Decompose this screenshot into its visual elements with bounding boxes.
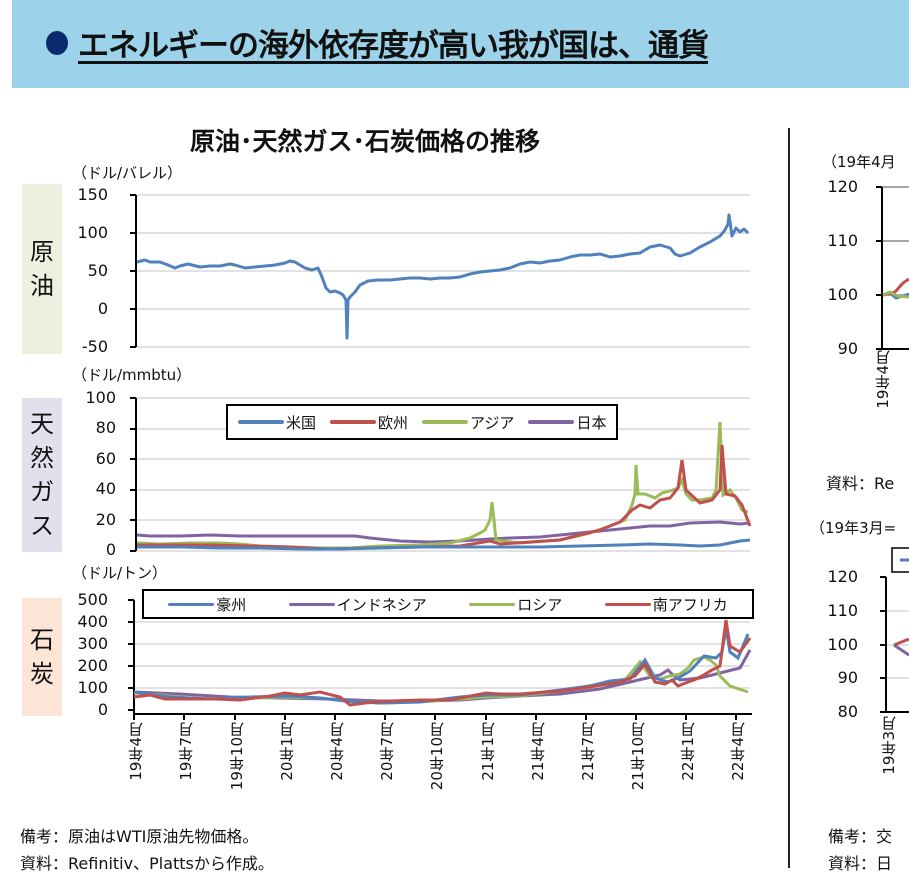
coal-line-south-africa	[133, 619, 752, 707]
legend-label: アジア	[470, 413, 515, 432]
y-tick: 120	[827, 567, 858, 586]
right-top-xlabel: 19年4月	[874, 350, 892, 409]
y-tick: 60	[95, 449, 116, 468]
legend-label: 日本	[576, 413, 607, 432]
bullet-icon	[46, 31, 68, 55]
panel-divider	[788, 128, 790, 868]
y-tick: 100	[77, 678, 108, 697]
legend-label: 米国	[286, 413, 317, 432]
legend-label: 豪州	[216, 595, 247, 614]
legend-swatch	[422, 420, 469, 424]
category-label-crude: 原油	[22, 184, 62, 354]
legend-swatch	[528, 420, 575, 424]
legend-swatch	[469, 602, 516, 606]
x-axis-ticks	[133, 714, 737, 720]
y-tick: 80	[837, 702, 858, 721]
legend-label: 欧州	[378, 413, 409, 432]
gas-axis	[130, 397, 137, 552]
header-banner: エネルギーの海外依存度が高い我が国は、通貨	[12, 0, 909, 88]
right-bottom-unit: （19年3月=	[810, 519, 897, 537]
right-bottom-source: 資料：日	[828, 854, 893, 873]
coal-legend: 豪州 インドネシア ロシア 南アフリカ	[142, 589, 754, 619]
y-tick: 80	[95, 418, 116, 437]
y-tick: 400	[77, 612, 108, 631]
legend-item-australia: 豪州	[168, 594, 246, 615]
y-tick: 300	[77, 634, 108, 653]
legend-swatch	[604, 602, 651, 606]
coal-axis	[128, 599, 752, 715]
right-bottom-remark: 備考：交	[828, 827, 893, 846]
y-tick: 100	[85, 388, 116, 407]
legend-swatch	[238, 420, 284, 424]
legend-label: 南アフリカ	[652, 595, 728, 614]
y-tick: 110	[827, 601, 858, 620]
y-tick: 150	[77, 185, 108, 204]
y-tick: 100	[827, 635, 858, 654]
y-tick: 20	[95, 510, 116, 529]
legend-item-us: 米国	[238, 412, 316, 433]
legend-item-japan: 日本	[528, 412, 606, 433]
y-tick: 0	[97, 700, 108, 719]
right-bottom-xlabel: 19年3月	[880, 716, 898, 775]
remark-note: 備考：原油はWTI原油先物価格。	[20, 827, 259, 846]
crude-axis	[130, 194, 137, 348]
category-label-coal: 石炭	[22, 598, 62, 716]
chart-title: 原油･天然ガス･石炭価格の推移	[190, 127, 541, 156]
legend-label: インドネシア	[336, 595, 427, 614]
legend-item-south-africa: 南アフリカ	[604, 594, 728, 615]
page-title: エネルギーの海外依存度が高い我が国は、通貨	[78, 28, 709, 64]
y-tick: 40	[95, 479, 116, 498]
y-tick: -50	[81, 337, 108, 356]
y-tick: 100	[827, 285, 858, 304]
y-tick: 0	[105, 540, 116, 559]
y-tick: 90	[837, 339, 858, 358]
y-tick: 0	[97, 299, 108, 318]
right-top-source: 資料：Re	[826, 474, 895, 493]
coal-line-australia	[133, 627, 750, 705]
legend-item-europe: 欧州	[330, 412, 408, 433]
coal-gridlines	[134, 621, 750, 689]
crude-line-wti	[136, 213, 750, 340]
legend-item-asia: アジア	[422, 412, 514, 433]
legend-item-indonesia: インドネシア	[288, 594, 427, 615]
legend-label: ロシア	[517, 595, 563, 614]
y-tick: 90	[837, 668, 858, 687]
source-note: 資料：Refinitiv、Plattsから作成。	[20, 854, 274, 873]
crude-gridlines	[134, 194, 750, 348]
category-label-gas: 天然ガス	[22, 398, 62, 552]
legend-swatch	[330, 420, 377, 424]
y-tick: 120	[827, 177, 858, 196]
legend-swatch	[288, 602, 335, 606]
gas-line-japan	[136, 520, 751, 544]
gas-line-us	[137, 538, 751, 551]
legend-swatch	[168, 602, 215, 606]
crude-unit-label: （ドル/バレル）	[72, 164, 183, 182]
y-tick: 500	[77, 590, 108, 609]
gas-legend: 米国 欧州 アジア 日本	[226, 404, 619, 440]
right-top-unit: （19年4月	[822, 153, 896, 171]
legend-item-russia: ロシア	[469, 594, 562, 615]
y-tick: 110	[827, 231, 858, 250]
y-tick: 100	[77, 223, 108, 242]
y-tick: 200	[77, 656, 108, 675]
coal-unit-label: （ドル/トン）	[72, 564, 168, 582]
gas-unit-label: （ドル/mmbtu）	[72, 366, 192, 384]
y-tick: 50	[87, 261, 108, 280]
